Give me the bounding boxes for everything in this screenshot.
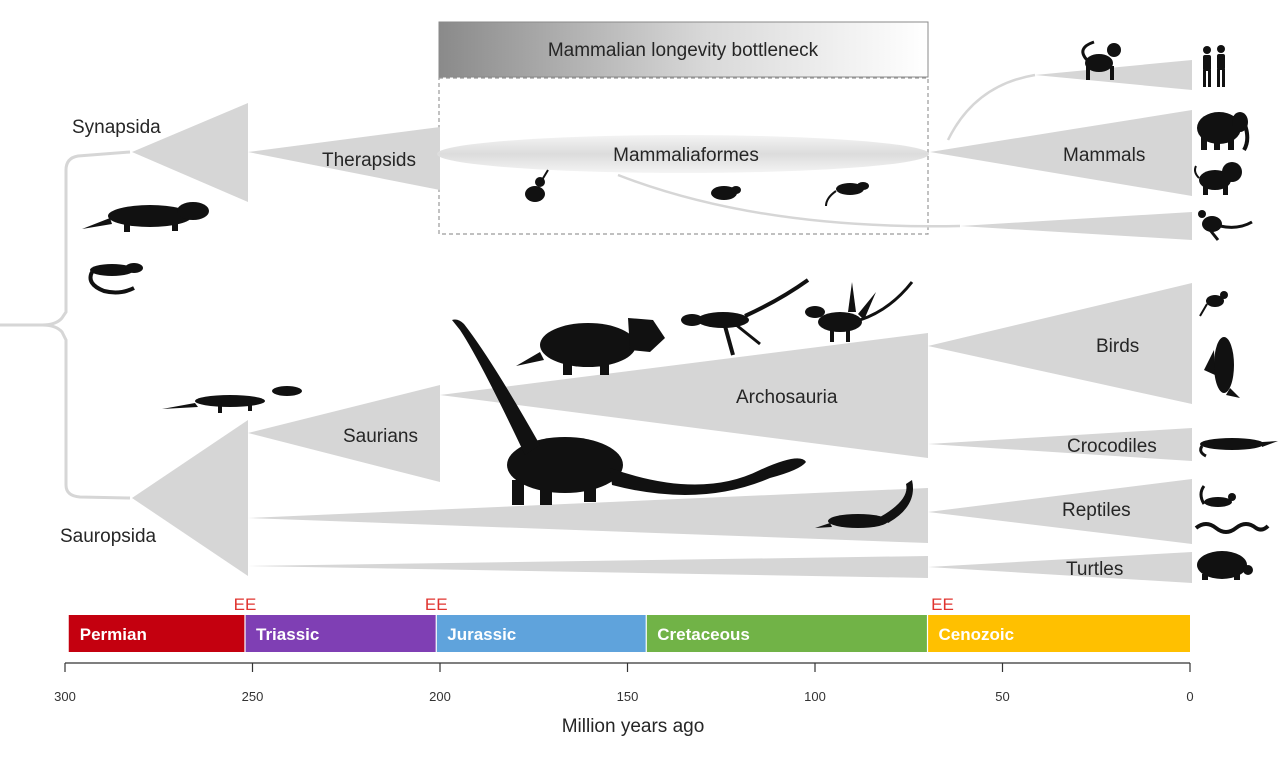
axis-tick-label: 200 [429, 689, 451, 704]
bottleneck-box: Mammalian longevity bottleneck [438, 21, 929, 235]
axis-tick-label: 300 [54, 689, 76, 704]
period-label-cretaceous: Cretaceous [657, 625, 750, 644]
axis-tick-label: 0 [1186, 689, 1193, 704]
label-turtles: Turtles [1066, 559, 1123, 580]
period-triassic [245, 615, 437, 652]
label-crocodiles: Crocodiles [1067, 436, 1157, 457]
axis-tick-label: 100 [804, 689, 826, 704]
sauropsida-wedge [132, 420, 248, 576]
birds-wedge [928, 283, 1192, 404]
turtles-stem-wedge [248, 556, 928, 578]
elephant-silhouette [1197, 112, 1250, 152]
humans-silhouette [1203, 45, 1225, 87]
crocodiles-wedge [928, 428, 1192, 461]
extinction-event-marker: EE [931, 595, 954, 614]
triceratops-silhouette [516, 318, 665, 375]
lion-silhouette [1194, 162, 1242, 195]
silhouettes [82, 40, 1278, 580]
label-saurians: Saurians [343, 426, 418, 447]
eagle-silhouette [1204, 337, 1240, 398]
reptiles-wedge [928, 479, 1192, 544]
feathered-dinosaur-silhouette [805, 281, 914, 342]
label-mammaliaformes: Mammaliaformes [613, 145, 759, 166]
theropod-silhouette [681, 278, 810, 356]
therapsids-wedge [248, 127, 440, 190]
reptile-lizard-silhouette [1199, 485, 1236, 507]
therapsid-silhouette [82, 202, 209, 232]
archosauria-wedge [440, 333, 928, 458]
turtle-silhouette [1197, 551, 1253, 580]
shrew-silhouette [825, 182, 869, 207]
primates-branch [946, 73, 1036, 141]
marsupial-branch [617, 173, 961, 228]
label-birds: Birds [1096, 336, 1139, 357]
label-reptiles: Reptiles [1062, 500, 1131, 521]
axis-tick-label: 250 [242, 689, 264, 704]
lizard-silhouette [88, 263, 143, 295]
period-jurassic [436, 615, 647, 652]
label-mammals: Mammals [1063, 145, 1145, 166]
label-archosauria: Archosauria [736, 387, 838, 408]
period-label-triassic: Triassic [256, 625, 319, 644]
reptiles-stem-wedge [248, 488, 928, 543]
small-mammal-silhouette [711, 186, 741, 200]
kangaroo-silhouette [1198, 210, 1253, 241]
period-label-permian: Permian [80, 625, 147, 644]
plesiosaur-silhouette [815, 480, 913, 528]
mammals-wedge [930, 110, 1192, 196]
period-bar: Permian Triassic Jurassic Cretaceous Cenozoi… [68, 615, 1190, 652]
label-therapsids: Therapsids [322, 150, 416, 171]
bottleneck-banner [438, 21, 929, 78]
marsupials-wedge [960, 212, 1192, 240]
crocodile-silhouette [1199, 438, 1278, 458]
period-label-jurassic: Jurassic [447, 625, 516, 644]
label-synapsida: Synapsida [72, 117, 161, 138]
turtles-wedge [928, 552, 1192, 583]
period-cenozoic [927, 615, 1190, 652]
mammaliaformes-ellipse [437, 135, 929, 173]
archosauromorph-silhouette [162, 386, 302, 413]
extinction-event-markers: EE EE EE [234, 595, 954, 614]
time-axis: 300 250 200 150 100 50 0 [54, 662, 1194, 704]
extinction-event-marker: EE [234, 595, 257, 614]
axis-tick-label: 50 [995, 689, 1009, 704]
bottleneck-label: Mammalian longevity bottleneck [548, 40, 819, 61]
period-permian [68, 615, 245, 652]
extinction-event-marker: EE [425, 595, 448, 614]
songbird-silhouette [1199, 291, 1228, 317]
axis-tick-label: 150 [617, 689, 639, 704]
axis-title: Million years ago [562, 716, 705, 737]
synapsida-wedge [132, 103, 248, 202]
saurians-wedge [248, 385, 440, 482]
morganucodon-silhouette [525, 169, 549, 202]
root-branch-synapsida [0, 150, 131, 327]
period-label-cenozoic: Cenozoic [939, 625, 1015, 644]
monkey-silhouette [1081, 40, 1121, 80]
snake-silhouette [1194, 522, 1270, 534]
sauropod-silhouette [452, 319, 806, 505]
label-sauropsida: Sauropsida [60, 526, 157, 547]
root-branch-sauropsida [41, 323, 131, 500]
period-cretaceous [646, 615, 928, 652]
